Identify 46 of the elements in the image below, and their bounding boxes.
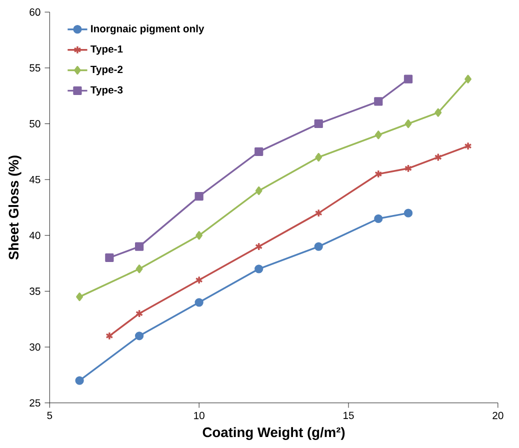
point [254,264,264,273]
y-axis-title: Sheet Gloss (%) [8,155,22,260]
point [314,119,323,128]
legend-label: Inorgnaic pigment only [91,24,204,34]
x-tick-label: 5 [47,412,52,419]
point [315,152,322,162]
y-tick-label: 55 [30,64,40,72]
y-tick-label: 50 [30,120,40,128]
point [374,96,383,106]
point [404,74,413,84]
point [404,208,413,218]
point [404,119,412,128]
x-axis-title: Coating Weight (g/m²) [202,426,345,440]
point [464,74,472,84]
point [374,130,382,140]
y-tick-label: 30 [30,343,40,351]
legend-label: Type-3 [90,86,123,96]
point [135,309,144,318]
point [254,147,264,156]
point [194,298,204,306]
point [105,253,114,262]
point [314,208,322,218]
legend-label: Type-1 [90,45,123,55]
point [374,214,383,223]
y-tick-label: 60 [30,8,40,16]
point [196,230,203,240]
x-tick-label: 15 [344,412,354,419]
x-tick-label: 20 [492,412,504,419]
y-tick-label: 40 [29,232,40,239]
legend-label: Type-2 [90,66,123,75]
point [76,292,83,301]
y-tick-label: 45 [29,176,40,183]
point [134,242,144,251]
point [136,264,143,273]
point [195,276,203,284]
point [134,331,144,340]
point [254,242,263,251]
point [434,108,442,117]
y-tick-label: 35 [30,287,40,295]
point [255,186,262,195]
point [194,192,204,200]
y-tick-label: 25 [30,399,40,406]
point [75,376,84,385]
x-tick-label: 10 [194,412,204,419]
point [434,152,442,162]
point [314,242,323,251]
